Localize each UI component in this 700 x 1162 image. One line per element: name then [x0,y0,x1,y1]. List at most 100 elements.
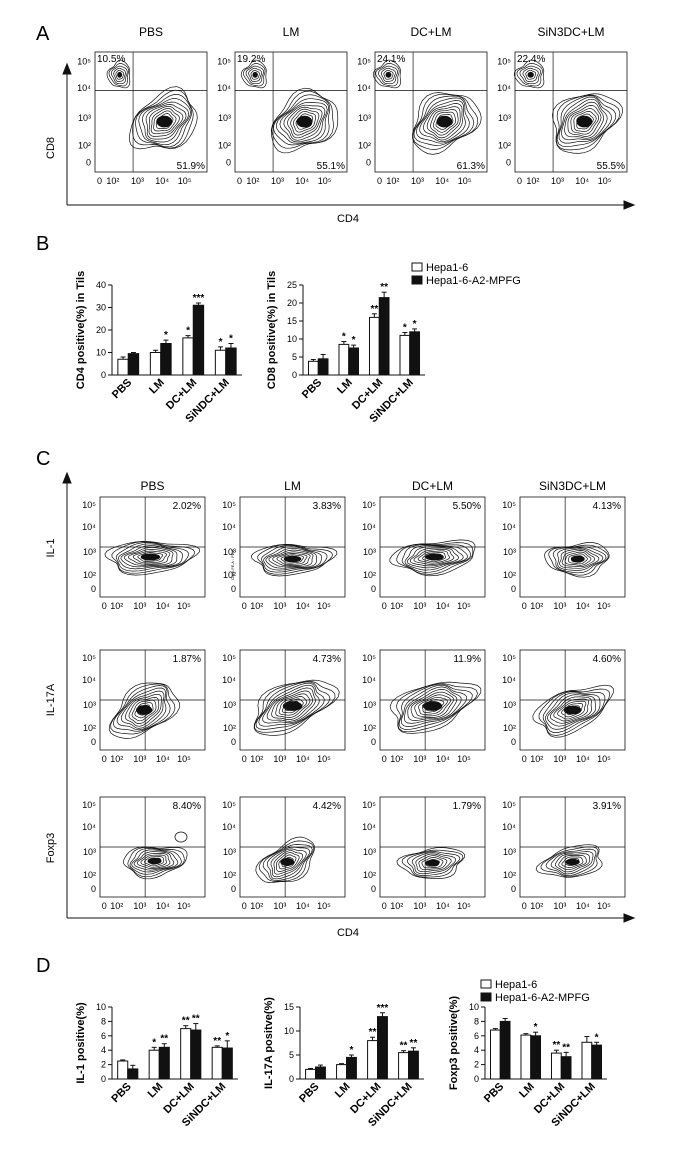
panel-c-row2-plot-4-ytick: 10⁴ [502,675,516,685]
panel-c-row1-plot-2-ytick: 0 [231,584,236,594]
panel-a-plot-3-ytick: 10³ [358,113,371,123]
panel-c-row1-plot-4-xtick: 10² [530,601,543,611]
panel-c-row2-plot-3-xtick: 10³ [413,754,426,764]
panel-c-row1-plot-3-xtick: 10⁴ [436,601,450,611]
panel-c-row3-plot-1-ytick: 10⁴ [82,822,96,832]
panel-c-row3-plot-4-xtick: 0 [522,901,527,911]
panel-c-row3-plot-2-population-contour [278,854,297,870]
category-label: PBS [110,377,134,401]
panel-c-row2-plot-2-xtick: 10⁵ [317,754,331,764]
panel-c-row1-plot-2-population-contour [263,546,322,571]
panel-c-row1-plot-2-density-core [283,555,302,563]
significance-star: ** [552,1040,560,1051]
panel-a-plot-2-ytick: 10⁵ [217,57,231,67]
panel-c-row2-plot-2-ytick: 10⁴ [222,675,236,685]
panel-a-plot-3-population-contour [419,100,466,143]
panel-c-quadrant-percent: 3.83% [313,501,341,512]
panel-c-row1-plot-4-population-contour [544,542,610,578]
panel-a-lower-right-percent: 61.3% [457,161,485,172]
panel-c-row3-plot-3-population-contour [396,847,466,879]
panel-c-row1-plot-3-ytick: 10⁵ [362,500,376,510]
panel-c-row3-plot-3-population-contour [401,849,464,878]
panel-a-plot-1-population-contour [110,65,128,85]
panel-c-row3-plot-4-population-contour [540,846,599,878]
panel-a-plot-3-xtick: 10⁵ [458,176,472,186]
panel-c-row3-plot-3-xtick: 10³ [413,901,426,911]
panel-a-plot-4-population-contour [556,94,621,151]
panel-c-row2-plot-4-xtick: 0 [522,754,527,764]
panel-a-plot-1-ytick: 10³ [78,113,91,123]
panel-c-row1-ylabel: IL-1 [45,539,57,558]
panel-c-row1-plot-4-population-contour [552,546,607,574]
bar-hepa1-6 [338,343,350,376]
panel-a-plot-2-ytick: 10² [218,141,231,151]
panel-c-row2-plot-2-xtick: 10⁴ [296,754,310,764]
panel-c-row3-plot-1-population-contour [144,856,164,867]
panel-c-row2-plot-1-population-contour [131,699,157,722]
panel-c-row3-plot-3-population-contour [418,855,448,871]
panel-a-plot-1-population-contour [132,89,194,149]
panel-c-row3-plot-4-population-contour [558,855,587,871]
panel-c-row2-plot-4-xtick: 10⁴ [576,754,590,764]
y-axis-label: Foxp3 positive(%) [448,996,460,1090]
panel-c-row1-plot-2-population-contour [257,544,333,575]
panel-c-row2-plot-3-ytick: 10² [363,723,376,733]
panel-c-row1-plot-1-xtick: 10⁵ [177,601,191,611]
panel-c-quadrant-percent: 1.79% [453,801,481,812]
y-tick-label: 10 [287,334,297,344]
panel-c-row2-plot-2-xtick: 10² [250,754,263,764]
panel-c-row2-plot-3-population-contour [403,686,462,724]
panel-c-row1-plot-4-xtick: 10⁵ [597,601,611,611]
category-label: PBS [297,1081,321,1105]
panel-c-row2-plot-2-population-contour [266,687,316,722]
panel-a-plot-4-xtick: 10⁴ [575,176,589,186]
bar-hepa1-6 [368,316,380,376]
panel-c-row3-plot-1-density-core [147,857,162,865]
panel-c-row2-plot-4-population-contour [549,696,593,724]
panel-c-row2-plot-2-population-contour [271,690,314,720]
panel-c-row3-plot-4-population-contour [561,856,584,868]
bar-hepa1-6-a2-mpfg [127,353,140,376]
y-tick-label: 10 [96,348,106,358]
panel-a-plot-2-population-contour [270,87,339,154]
bar-hepa1-6 [149,352,162,376]
panel-a-plot-2-population-contour [279,102,328,143]
bar-hepa1-6 [367,1040,378,1080]
panel-a-plot-3-population-contour [413,95,475,146]
panel-letter-d: D [36,955,50,977]
panel-a-plot-2-density-core [296,115,313,128]
panel-c-row1-plot-3-ytick: 0 [371,584,376,594]
category-label: PBS [300,377,324,401]
panel-c-row3-plot-2-ytick: 10⁵ [222,800,236,810]
y-tick-label: 30 [96,303,106,313]
significance-star: * [219,337,223,348]
panel-c-row3-ylabel: Foxp3 [45,833,57,864]
panel-c-row2-plot-2-xtick: 0 [242,754,247,764]
panel-c-row2-plot-4-population-contour [542,691,606,733]
panel-a-xlabel: CD4 [337,213,359,225]
significance-star: * [350,1045,354,1056]
panel-c-row2-plot-4-xtick: 10² [530,754,543,764]
panel-c-row3-plot-3-population-contour [411,852,456,875]
panel-c-row1-plot-2-population-contour [280,554,304,564]
panel-c-row3-plot-1-xtick: 0 [102,901,107,911]
panel-c-row3-plot-4-ytick: 10⁵ [502,800,516,810]
panel-a-plot-2-ytick: 0 [226,157,231,167]
panel-c-row3-plot-3-ytick: 10⁴ [362,822,376,832]
panel-c-row1-plot-1-ytick: 10³ [83,547,96,557]
panel-c-row3-plot-2-xtick: 10³ [273,901,286,911]
panel-a-upper-left-percent: 19.2% [237,54,265,65]
bar-hepa1-6-a2-mpfg [225,347,237,376]
panel-a-plot-4-population-contour [519,65,541,85]
panel-c-row3-plot-4-ytick: 0 [511,884,516,894]
panel-a-plot-1-xtick: 10⁴ [155,176,169,186]
panel-c-row1-plot-2-population-contour [276,553,308,565]
panel-a-plot-3-xtick: 10³ [411,176,424,186]
bar-hepa1-6 [550,1052,562,1080]
panel-a-plot-3-population-contour [423,103,463,141]
panel-c-row1-plot-2-population-contour [268,549,314,568]
panel-c-row2-plot-2-density-core [282,701,303,711]
panel-letter-b: B [36,233,49,255]
panel-c-row1-plot-2-ytick: 10⁴ [222,522,236,532]
panel-c-row3-plot-3-xtick: 0 [382,901,387,911]
